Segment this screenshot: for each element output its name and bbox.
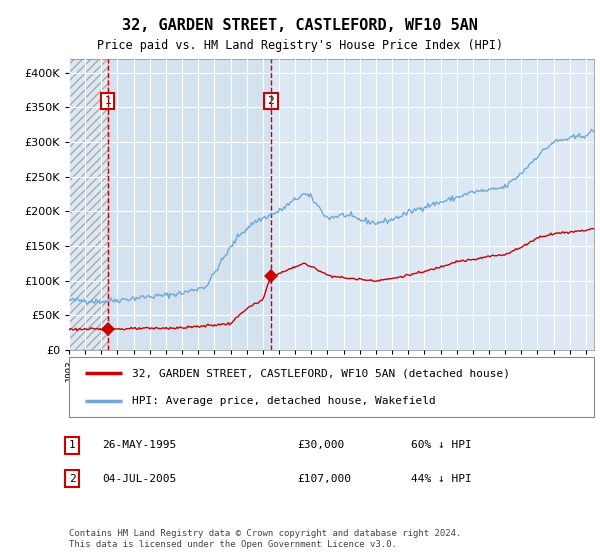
Text: 26-MAY-1995: 26-MAY-1995 [102,440,176,450]
Text: £107,000: £107,000 [297,474,351,484]
Text: 04-JUL-2005: 04-JUL-2005 [102,474,176,484]
Text: 2: 2 [68,474,76,484]
FancyBboxPatch shape [69,357,594,417]
Text: 2: 2 [268,96,274,106]
Bar [69,59,107,350]
Text: 1: 1 [68,440,76,450]
Text: Contains HM Land Registry data © Crown copyright and database right 2024.
This d: Contains HM Land Registry data © Crown c… [69,529,461,549]
Text: 32, GARDEN STREET, CASTLEFORD, WF10 5AN (detached house): 32, GARDEN STREET, CASTLEFORD, WF10 5AN … [132,368,510,378]
Text: HPI: Average price, detached house, Wakefield: HPI: Average price, detached house, Wake… [132,396,436,406]
Text: Price paid vs. HM Land Registry's House Price Index (HPI): Price paid vs. HM Land Registry's House … [97,39,503,53]
Text: 44% ↓ HPI: 44% ↓ HPI [411,474,472,484]
Bar [107,59,271,350]
Text: 32, GARDEN STREET, CASTLEFORD, WF10 5AN: 32, GARDEN STREET, CASTLEFORD, WF10 5AN [122,18,478,32]
Text: 1: 1 [104,96,111,106]
Text: 60% ↓ HPI: 60% ↓ HPI [411,440,472,450]
Text: £30,000: £30,000 [297,440,344,450]
